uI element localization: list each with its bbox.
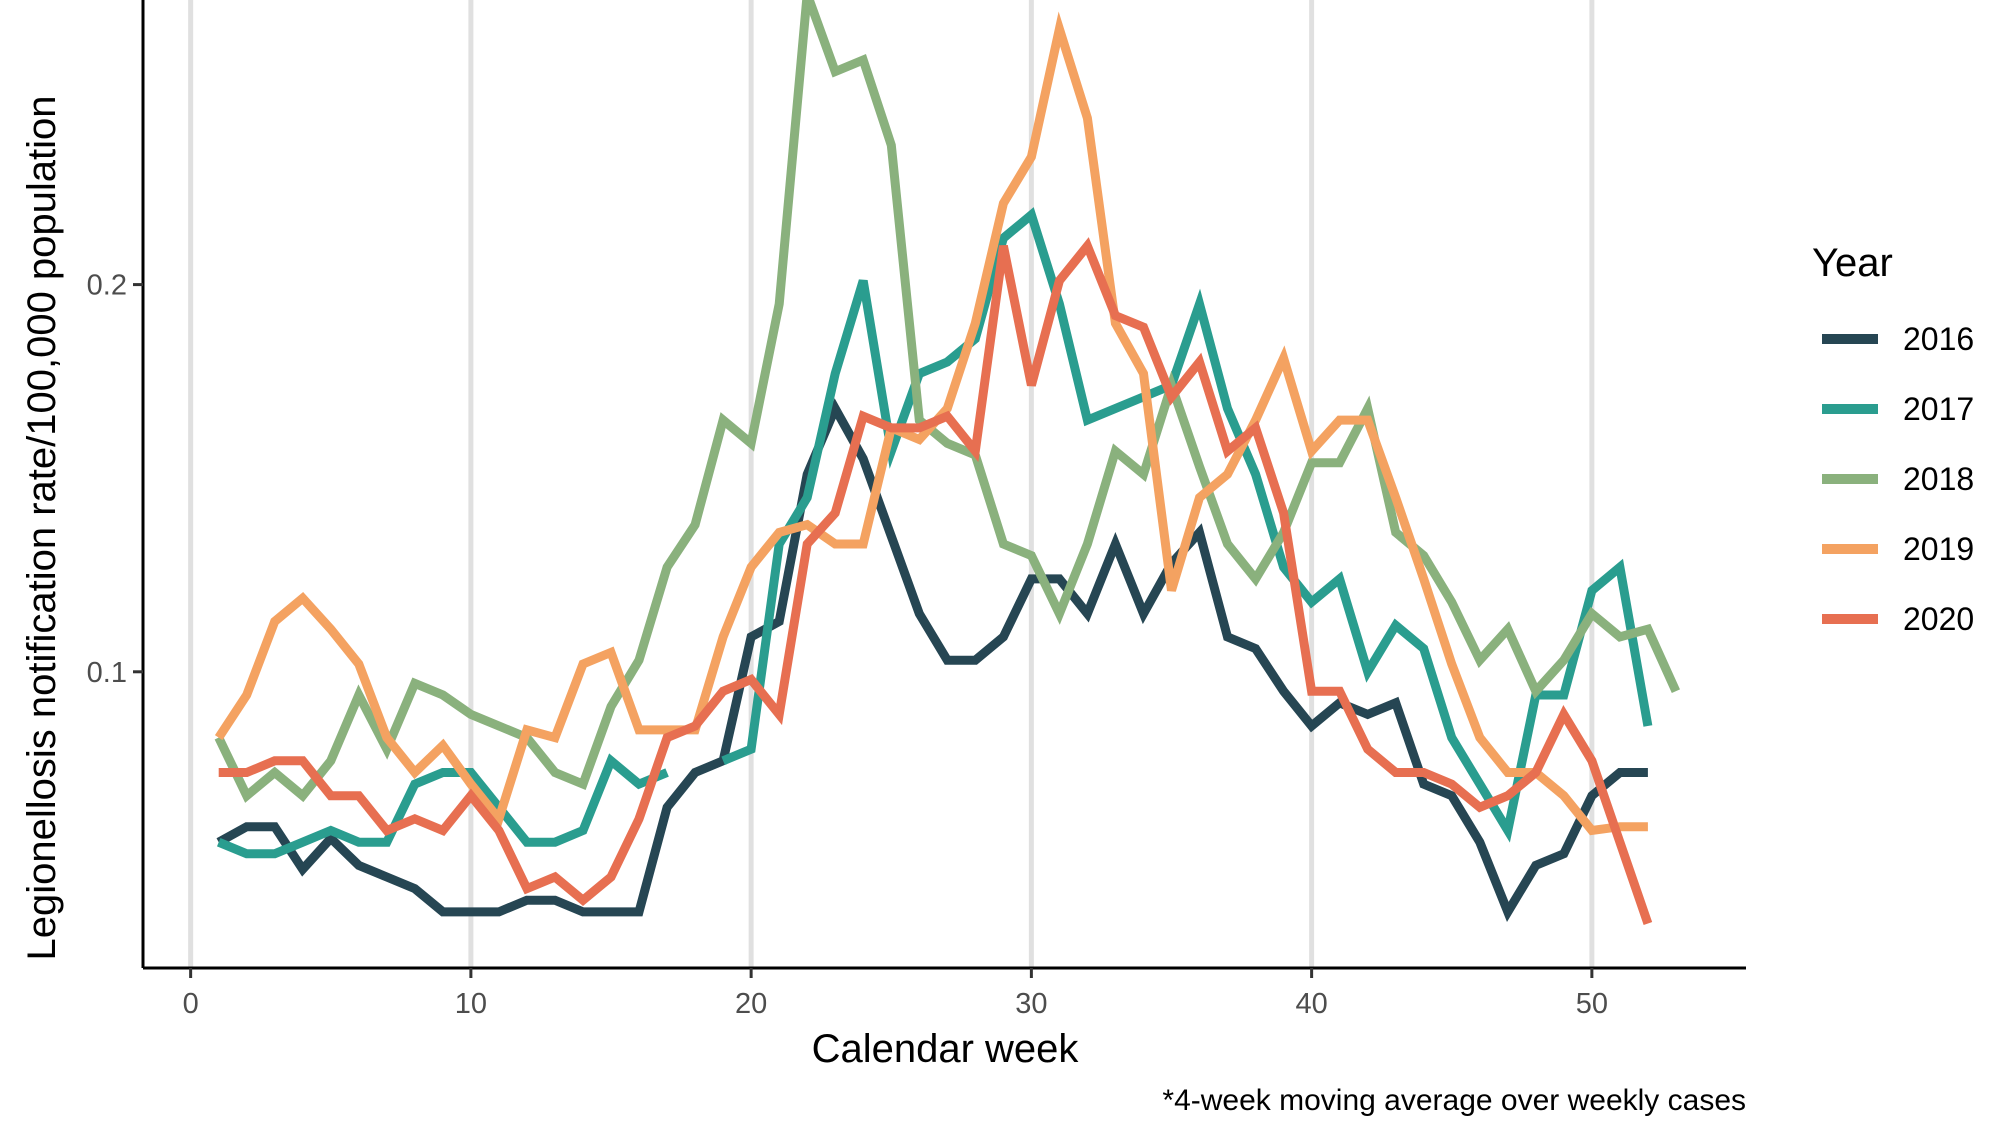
x-tick-label-30: 30 bbox=[1015, 988, 1047, 1020]
chart-caption: *4-week moving average over weekly cases bbox=[1162, 1084, 1746, 1117]
series-line-2018 bbox=[214, 0, 1681, 803]
x-tick-label-20: 20 bbox=[735, 988, 767, 1020]
legend-label-2019: 2019 bbox=[1903, 531, 1974, 567]
x-tick-label-50: 50 bbox=[1576, 988, 1608, 1020]
legend-item-2020: 2020 bbox=[1822, 601, 1974, 637]
series-line-2016 bbox=[216, 398, 1648, 922]
y-tick-label-0.1: 0.1 bbox=[87, 657, 127, 689]
y-axis-ticks: 0.1 0.2 bbox=[87, 270, 143, 689]
legend-label-2020: 2020 bbox=[1903, 601, 1974, 637]
series-line-2019 bbox=[214, 11, 1648, 836]
legend: Year 2016 2017 2018 2019 2020 bbox=[1812, 241, 1974, 637]
series-lines bbox=[214, 0, 1681, 925]
y-tick-label-0.2: 0.2 bbox=[87, 270, 127, 302]
x-axis-ticks: 0 10 20 30 40 50 bbox=[183, 968, 1608, 1020]
legend-items: 2016 2017 2018 2019 2020 bbox=[1822, 321, 1974, 637]
legend-label-2018: 2018 bbox=[1903, 461, 1974, 497]
legend-label-2017: 2017 bbox=[1903, 391, 1974, 427]
legend-title: Year bbox=[1812, 241, 1893, 285]
legend-label-2016: 2016 bbox=[1903, 321, 1974, 357]
series-line-2017 bbox=[216, 207, 1653, 859]
y-axis-title: Legionellosis notification rate/100,000 … bbox=[20, 95, 64, 960]
series-line-2020 bbox=[218, 237, 1653, 925]
legend-item-2018: 2018 bbox=[1822, 461, 1974, 497]
axes: 0 10 20 30 40 50 0.1 0.2 bbox=[87, 0, 1746, 1020]
x-tick-label-0: 0 bbox=[183, 988, 199, 1020]
legend-item-2017: 2017 bbox=[1822, 391, 1974, 427]
x-axis-title: Calendar week bbox=[812, 1027, 1080, 1071]
legend-item-2019: 2019 bbox=[1822, 531, 1974, 567]
x-tick-label-40: 40 bbox=[1295, 988, 1327, 1020]
legend-item-2016: 2016 bbox=[1822, 321, 1974, 357]
x-tick-label-10: 10 bbox=[455, 988, 487, 1020]
